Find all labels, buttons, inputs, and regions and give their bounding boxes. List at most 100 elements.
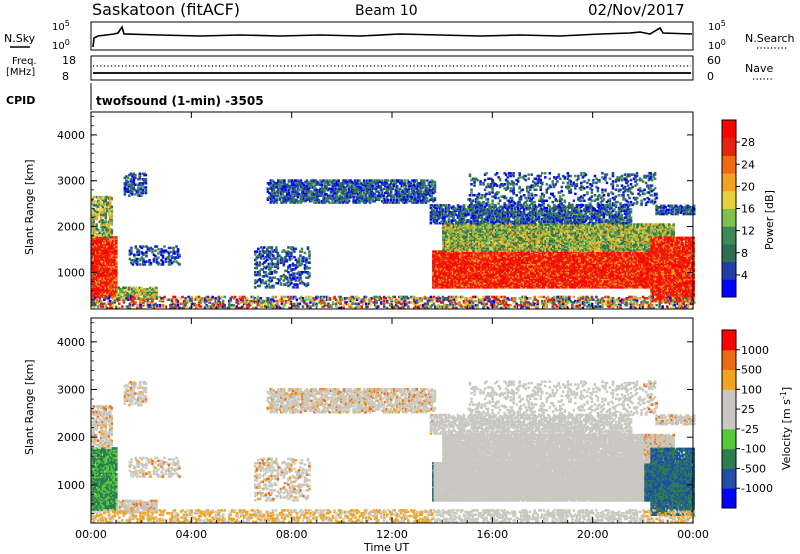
power-cell [493, 265, 497, 268]
power-cell [480, 254, 483, 257]
power-cell [572, 270, 575, 274]
power-cell [575, 284, 578, 288]
power-cell [483, 281, 486, 285]
power-cell [593, 266, 596, 270]
power-cell [498, 257, 501, 260]
power-cell [504, 277, 507, 281]
power-cell [529, 279, 533, 282]
power-cell [576, 266, 580, 270]
power-cell [548, 273, 551, 277]
power-cell [492, 280, 495, 284]
power-cell [486, 270, 489, 274]
power-cell [560, 257, 563, 260]
power-cell [540, 261, 543, 264]
power-cell [451, 281, 455, 285]
freq-panel-frame [90, 55, 694, 81]
power-cell [442, 264, 446, 267]
power-cell [567, 281, 571, 285]
power-cell [578, 268, 581, 271]
power-cell [529, 283, 533, 286]
power-cell [484, 279, 488, 282]
power-cell [587, 279, 590, 282]
power-cell [498, 275, 501, 278]
power-cell [558, 259, 562, 263]
power-cell [466, 272, 470, 275]
power-cell [489, 276, 492, 279]
power-cell [465, 259, 468, 263]
power-cell [549, 283, 553, 286]
power-cell [444, 258, 447, 262]
power-cell [433, 262, 437, 266]
power-cell [493, 277, 497, 281]
power-cell [560, 277, 563, 281]
power-cell [552, 269, 556, 273]
power-cell [585, 265, 589, 268]
power-cell [600, 262, 604, 266]
power-cell [600, 284, 604, 288]
power-cell [590, 261, 593, 264]
power-cell [487, 265, 491, 268]
power-cell [439, 272, 443, 275]
power-cell [596, 270, 599, 274]
power-cell [552, 273, 556, 277]
power-cell [584, 261, 587, 264]
power-cell [502, 280, 506, 284]
power-cell [432, 275, 435, 278]
power-cell [486, 254, 489, 257]
power-cell [451, 265, 455, 268]
power-cell [575, 259, 578, 263]
power-cell [441, 272, 444, 275]
power-cell [557, 258, 560, 262]
power-cell [435, 277, 438, 281]
power-cell [483, 272, 486, 275]
power-cell [492, 258, 495, 262]
power-cell [605, 261, 608, 264]
power-cell [484, 284, 488, 288]
power-cell [548, 266, 551, 270]
power-cell [563, 258, 566, 262]
power-cell [529, 265, 533, 268]
power-cell [551, 276, 554, 279]
power-cell [588, 254, 592, 257]
power-cell [517, 265, 521, 268]
power-cell [558, 251, 562, 255]
power-cell [436, 279, 440, 282]
power-cell [507, 269, 510, 273]
power-cell [495, 270, 498, 274]
power-cell [517, 286, 521, 289]
power-cell [475, 269, 479, 273]
power-cell [466, 270, 470, 274]
power-cell [517, 254, 521, 257]
power-cell [552, 280, 556, 284]
power-cell [532, 283, 536, 286]
power-cell [552, 268, 556, 271]
power-cell [551, 255, 554, 259]
power-cell [433, 279, 437, 282]
power-cell [538, 286, 542, 289]
power-cell [456, 286, 459, 289]
power-cell [534, 270, 537, 274]
power-cell [514, 286, 518, 289]
power-cell [480, 276, 483, 279]
power-cell [528, 275, 531, 278]
power-cell [526, 261, 530, 264]
power-cell [578, 264, 581, 267]
power-cell [599, 251, 602, 255]
power-cell [457, 286, 461, 289]
power-cell [584, 251, 587, 255]
power-cell [499, 266, 503, 270]
power-cell [516, 266, 519, 270]
power-cell [517, 283, 521, 286]
power-cell [511, 257, 515, 260]
power-cell [575, 262, 578, 266]
power-cell [594, 255, 598, 259]
power-cell [541, 268, 545, 271]
power-cell [466, 280, 470, 284]
power-cell [486, 258, 489, 262]
power-cell [445, 265, 449, 268]
power-cell [481, 255, 485, 259]
power-cell [555, 286, 559, 289]
power-cell [587, 273, 590, 277]
power-cell [471, 286, 474, 289]
power-cell [459, 264, 462, 267]
